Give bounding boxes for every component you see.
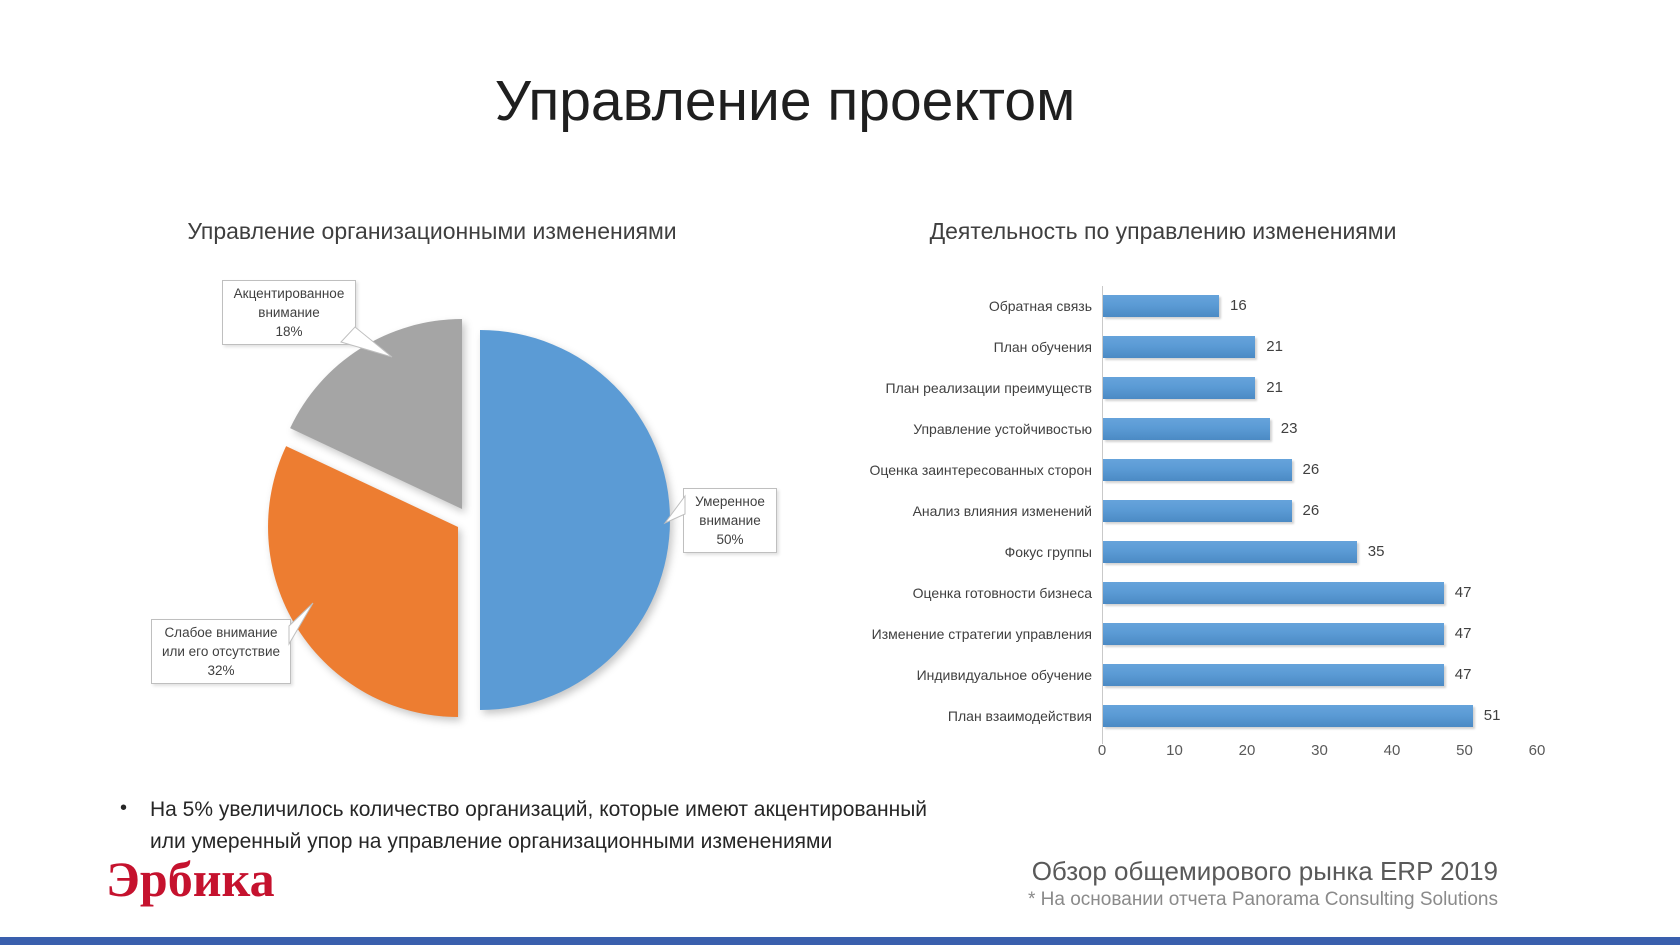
footer: Обзор общемирового рынка ERP 2019 * На о…: [1028, 856, 1498, 912]
bar-value-label: 16: [1230, 297, 1247, 314]
pie-callout-weak: Слабое внимание или его отсутствие 32%: [151, 619, 291, 684]
slide-title: Управление проектом: [494, 69, 1076, 133]
company-logo: Эрбика: [106, 851, 275, 907]
pie-callout-moderate-value: 50%: [716, 532, 744, 547]
bar-category-label: Анализ влияния изменений: [912, 503, 1092, 519]
pie-slice-1: [268, 446, 459, 717]
pie-callout-moderate-label: Умеренное внимание: [695, 494, 765, 528]
bar-rect: [1103, 705, 1473, 727]
bullet-text: На 5% увеличилось количество организаций…: [150, 798, 928, 853]
x-axis-tick: 30: [1311, 742, 1328, 759]
bar-value-label: 35: [1367, 543, 1385, 560]
bar-value-label: 47: [1454, 584, 1472, 601]
bar-category-label: План обучения: [993, 339, 1092, 355]
bar-rect: [1103, 459, 1292, 481]
bar-rect: [1103, 500, 1292, 522]
x-axis-tick: 60: [1528, 742, 1546, 759]
bar-chart-title: Деятельность по управлению изменениями: [929, 218, 1397, 244]
pie-slice-2: [290, 319, 463, 510]
bar-rect: [1103, 336, 1256, 358]
bar-value-label: 47: [1454, 666, 1472, 683]
bar-category-label: Изменение стратегии управления: [871, 626, 1092, 642]
bar-rect: [1103, 623, 1444, 645]
bar-rect: [1103, 664, 1444, 686]
bar-category-label: Индивидуальное обучение: [916, 667, 1092, 683]
x-axis-tick: 40: [1383, 742, 1401, 759]
bar-value-label: 21: [1266, 338, 1283, 355]
bar-value-label: 26: [1302, 502, 1320, 519]
pie-callout-moderate: Умеренное внимание 50%: [683, 488, 777, 553]
bar-chart-y-axis-line: [1102, 286, 1103, 744]
bullet-marker: •: [120, 797, 128, 819]
bar-rect: [1103, 295, 1219, 317]
bar-category-label: План взаимодействия: [947, 708, 1092, 724]
pie-callout-accented-label: Акцентированное внимание: [233, 286, 345, 320]
bar-category-label: Фокус группы: [1004, 544, 1092, 560]
x-axis-tick: 10: [1166, 742, 1183, 759]
bar-category-label: Управление устойчивостью: [913, 421, 1092, 437]
bar-category-label: Оценка готовности бизнеса: [912, 585, 1092, 601]
bar-rect: [1103, 541, 1357, 563]
bar-value-label: 21: [1266, 379, 1283, 396]
bar-value-label: 47: [1454, 625, 1472, 642]
pie-callout-weak-value: 32%: [207, 663, 235, 678]
bar-value-label: 23: [1280, 420, 1298, 437]
bar-chart: Обратная связь 16 План обучения 21 План реал…: [850, 280, 1590, 790]
pie-callout-accented: Акцентированное внимание 18%: [222, 280, 356, 345]
pie-slice-0: [480, 330, 670, 710]
pie-chart: [268, 319, 670, 717]
bar-rect: [1103, 418, 1270, 440]
bar-value-label: 26: [1302, 461, 1320, 478]
x-axis-tick: 20: [1238, 742, 1256, 759]
bar-value-label: 51: [1483, 707, 1501, 724]
footer-report-title: Обзор общемирового рынка ERP 2019: [1031, 856, 1498, 886]
bar-category-label: Обратная связь: [988, 298, 1092, 314]
bar-rect: [1103, 377, 1256, 399]
pie-callout-weak-label: Слабое внимание или его отсутствие: [161, 625, 281, 659]
x-axis-tick: 50: [1456, 742, 1473, 759]
bar-category-label: План реализации преимуществ: [885, 380, 1093, 396]
bar-category-label: Оценка заинтересованных сторон: [869, 462, 1092, 478]
x-axis-tick: 0: [1097, 742, 1107, 759]
pie-chart-title: Управление организационными изменениями: [187, 218, 677, 244]
bottom-accent-strip: [0, 937, 1680, 945]
bar-rect: [1103, 582, 1444, 604]
pie-callout-accented-value: 18%: [275, 324, 303, 339]
footer-source-note: * На основании отчета Panorama Consultin…: [1028, 889, 1498, 910]
